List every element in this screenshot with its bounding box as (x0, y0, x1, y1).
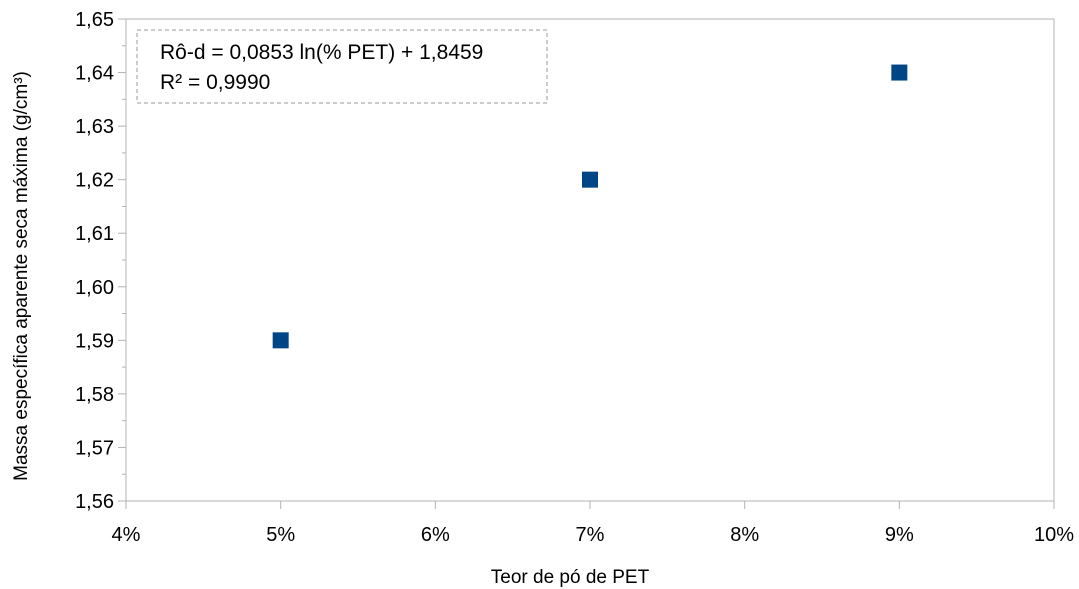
x-axis-title: Teor de pó de PET (491, 567, 650, 588)
x-axis-ticks: 4% 5% 6% 7% 8% 9% 10% (112, 501, 1074, 546)
x-tick-label: 10% (1034, 524, 1074, 546)
x-tick-label: 6% (421, 524, 450, 546)
y-axis-ticks: 1,56 1,57 1,58 1,59 1,60 1,61 1,62 1,63 1,64 1,65 (75, 9, 126, 513)
y-tick-label: 1,58 (75, 384, 114, 406)
equation-text: Rô-d = 0,0853 ln(% PET) + 1,8459 (160, 41, 483, 64)
data-point-marker (582, 171, 598, 188)
equation-box: Rô-d = 0,0853 ln(% PET) + 1,8459 R² = 0,… (136, 29, 548, 104)
x-tick-label: 5% (266, 524, 295, 546)
y-axis-title: Massa específica aparente seca máxima (g… (11, 71, 32, 481)
y-tick-label: 1,65 (75, 9, 114, 31)
data-point-marker (891, 64, 908, 81)
x-tick-label: 4% (112, 524, 141, 546)
x-tick-label: 7% (576, 524, 605, 546)
y-tick-label: 1,63 (75, 116, 114, 138)
data-point-marker (272, 332, 289, 349)
y-tick-label: 1,61 (75, 223, 114, 245)
y-tick-label: 1,56 (75, 491, 114, 513)
x-tick-label: 8% (730, 524, 759, 546)
data-points (272, 64, 908, 349)
y-tick-label: 1,62 (75, 170, 114, 192)
y-tick-label: 1,64 (75, 63, 114, 85)
y-tick-label: 1,59 (75, 330, 114, 352)
x-tick-label: 9% (885, 524, 914, 546)
y-tick-label: 1,60 (75, 277, 114, 299)
y-tick-label: 1,57 (75, 437, 114, 459)
r-squared-text: R² = 0,9990 (160, 71, 270, 94)
equation-box-border (136, 29, 548, 104)
